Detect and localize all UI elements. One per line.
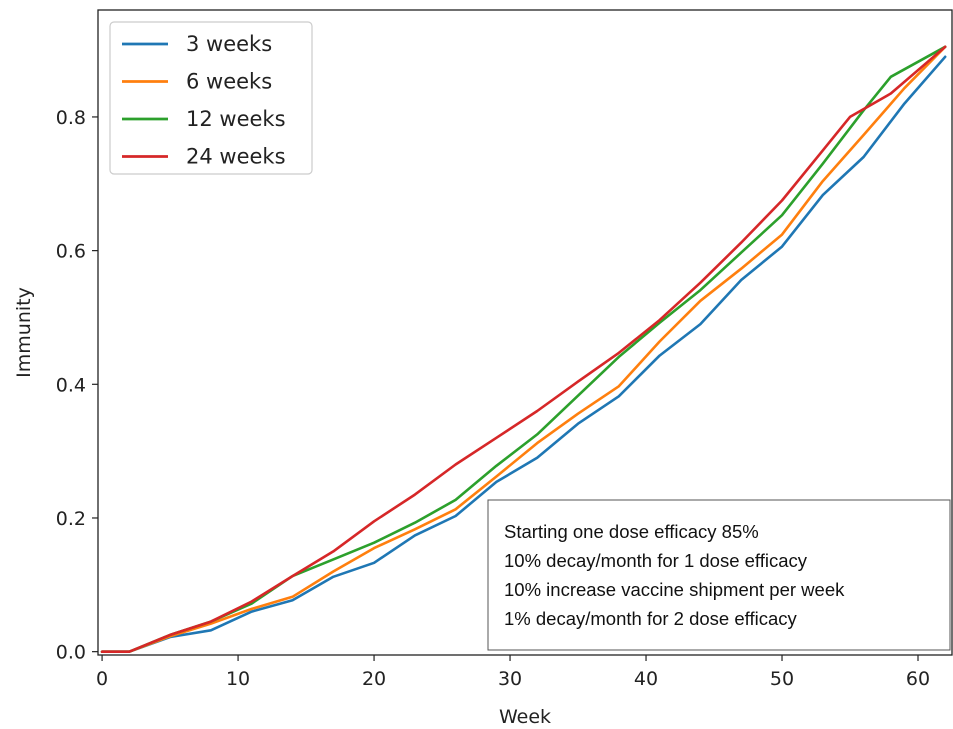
series-line-24-weeks (100, 45, 947, 654)
annotation-line: Starting one dose efficacy 85% (504, 521, 759, 542)
annotation-line: 1% decay/month for 2 dose efficacy (504, 608, 797, 629)
series-lines (100, 45, 947, 654)
annotation-frame (487, 499, 951, 651)
x-tick-label: 50 (770, 668, 794, 690)
annotation-line: 10% increase vaccine shipment per week (504, 579, 845, 600)
axes: 0 10 20 30 40 50 60 0.0 0.2 0.4 0.6 0.8 (56, 9, 953, 690)
annotation-line: 10% decay/month for 1 dose efficacy (504, 550, 808, 571)
x-axis-label: Week (499, 706, 551, 728)
x-tick-label: 0 (96, 668, 108, 690)
x-tick-label: 40 (634, 668, 658, 690)
x-tick-label: 60 (906, 668, 930, 690)
y-tick-label: 0.2 (56, 508, 86, 530)
legend-label: 3 weeks (186, 32, 272, 56)
annotation-box: Starting one dose efficacy 85% 10% decay/… (487, 499, 951, 651)
legend-label: 24 weeks (186, 145, 286, 169)
x-tick-label: 30 (498, 668, 522, 690)
y-tick-label: 0.8 (56, 107, 86, 129)
plot-frame (97, 9, 953, 656)
y-axis-label: Immunity (13, 287, 35, 378)
x-tick-label: 20 (362, 668, 386, 690)
legend-label: 12 weeks (186, 107, 286, 131)
legend-label: 6 weeks (186, 70, 272, 94)
legend: 3 weeks 6 weeks 12 weeks 24 weeks (109, 21, 313, 175)
legend-box (109, 21, 313, 175)
y-tick-label: 0.6 (56, 241, 86, 263)
x-tick-label: 10 (226, 668, 250, 690)
series-line-6-weeks (100, 45, 947, 654)
series-line-3-weeks (100, 55, 947, 654)
y-tick-label: 0.4 (56, 374, 86, 396)
y-tick-label: 0.0 (56, 642, 86, 664)
